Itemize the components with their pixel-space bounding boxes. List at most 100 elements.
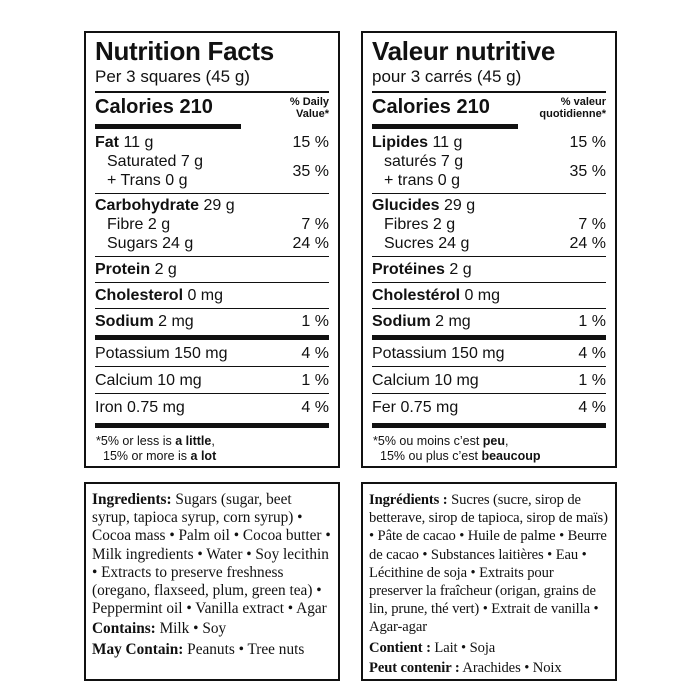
potassium-pct: 4 % [301, 345, 329, 362]
ingredients-label: Ingrédients : [369, 492, 448, 508]
daily-value-header: % valeur quotidienne* [539, 96, 606, 120]
may-contain-text: Arachides • Noix [459, 659, 562, 676]
sodium-block: Sodium 2 mg 1 % [372, 308, 606, 335]
iron-pct: 4 % [578, 399, 606, 416]
may-contain-line: May Contain: Peanuts • Tree nuts [92, 641, 332, 659]
iron-text: Fer 0.75 mg [372, 399, 459, 416]
potassium-text: Potassium 150 mg [372, 345, 505, 362]
protein-label: Protein [95, 261, 151, 278]
contains-line: Contains: Milk • Soy [92, 620, 332, 638]
sugars-row: Sucres 24 g 24 % [372, 234, 606, 253]
sodium-label: Sodium [372, 313, 431, 330]
ingredients-panel-en: Ingredients: Sugars (sugar, beet syrup, … [84, 482, 340, 681]
calories: Calories 210 [372, 96, 490, 118]
divider [95, 91, 329, 93]
protein-block: Protein 2 g [95, 256, 329, 282]
calories-bar [95, 124, 241, 129]
calcium-pct: 1 % [301, 372, 329, 389]
dv-header-line1: % valeur [560, 96, 606, 108]
carb-row: Glucides 29 g [372, 196, 606, 215]
calcium-row: Calcium 10 mg 1 % [372, 371, 606, 390]
sodium-label: Sodium [95, 313, 154, 330]
sugars-pct: 24 % [569, 235, 606, 252]
calories-bar [372, 124, 518, 129]
cholesterol-block: Cholestérol 0 mg [372, 282, 606, 308]
iron-pct: 4 % [301, 399, 329, 416]
ingredients-text: Sugars (sugar, beet syrup, tapioca syrup… [92, 491, 331, 618]
footnote-a: *5% or less is [96, 434, 176, 448]
fibre-row: Fibres 2 g 7 % [372, 215, 606, 234]
fibre-pct: 7 % [301, 216, 329, 233]
footnote-a-bold: a little [175, 434, 212, 448]
footnote-b-bold: beaucoup [481, 449, 541, 463]
fat-block: Fat 11 g 15 % Saturated 7 g 35 % + Trans 0… [95, 131, 329, 193]
sodium-row: Sodium 2 mg 1 % [95, 312, 329, 331]
dv-header-line2: Value* [295, 108, 329, 120]
calcium-text: Calcium 10 mg [372, 372, 479, 389]
potassium-row: Potassium 150 mg 4 % [372, 344, 606, 363]
carb-amount: 29 g [199, 197, 235, 214]
fat-block: Lipides 11 g 15 % saturés 7 g 35 % + trans… [372, 131, 606, 193]
carb-amount: 29 g [439, 197, 476, 214]
serving-size: pour 3 carrés (45 g) [372, 67, 522, 86]
potassium-pct: 4 % [578, 345, 606, 362]
may-contain-label: May Contain: [92, 640, 184, 658]
ingredients-panel-fr: Ingrédients : Sucres (sucre, sirop de be… [361, 482, 617, 681]
nf-title: Nutrition Facts [95, 36, 274, 66]
cholesterol-amount: 0 mg [183, 287, 224, 304]
calories-row: Calories 210 % Daily Value* [95, 93, 329, 129]
footnote-a: *5% ou moins c’est [373, 434, 483, 448]
cholesterol-row: Cholestérol 0 mg [372, 286, 606, 305]
ingredients-list: Ingredients: Sugars (sugar, beet syrup, … [92, 491, 332, 618]
fat-amount: 11 g [428, 134, 463, 151]
protein-amount: 2 g [150, 261, 177, 278]
protein-amount: 2 g [444, 261, 472, 278]
cholesterol-row: Cholesterol 0 mg [95, 286, 329, 305]
fibre-row: Fibre 2 g 7 % [95, 215, 329, 234]
daily-value-header: % Daily Value* [290, 96, 329, 120]
fat-row: Fat 11 g 15 % [95, 133, 329, 152]
potassium-block: Potassium 150 mg 4 % [95, 340, 329, 366]
trans-row: + Trans 0 g [95, 171, 329, 190]
divider-thick [372, 335, 606, 340]
carb-label: Carbohydrate [95, 197, 200, 214]
fibre-text: Fibres 2 g [384, 216, 456, 233]
sodium-amount: 2 mg [153, 313, 194, 330]
sat-trans-pct: 35 % [292, 163, 329, 180]
fibre-text: Fibre 2 g [107, 216, 171, 233]
sodium-block: Sodium 2 mg 1 % [95, 308, 329, 335]
sugars-row: Sugars 24 g 24 % [95, 234, 329, 253]
footnote-b: 15% or more is [103, 449, 191, 463]
sodium-amount: 2 mg [430, 313, 471, 330]
protein-label: Protéines [372, 261, 445, 278]
potassium-block: Potassium 150 mg 4 % [372, 340, 606, 366]
cholesterol-amount: 0 mg [460, 287, 501, 304]
iron-row: Iron 0.75 mg 4 % [95, 398, 329, 417]
calories-row: Calories 210 % valeur quotidienne* [372, 93, 606, 129]
calcium-text: Calcium 10 mg [95, 372, 202, 389]
calcium-block: Calcium 10 mg 1 % [372, 366, 606, 393]
contains-text: Milk • Soy [155, 620, 227, 638]
may-contain-line: Peut contenir : Arachides • Noix [369, 659, 609, 677]
footnote-comma: , [211, 434, 215, 448]
iron-block: Fer 0.75 mg 4 % [372, 393, 606, 420]
calcium-row: Calcium 10 mg 1 % [95, 371, 329, 390]
divider-thick [95, 335, 329, 340]
iron-text: Iron 0.75 mg [95, 399, 185, 416]
footnote-b: 15% ou plus c’est [380, 449, 482, 463]
contains-line: Contient : Lait • Soja [369, 639, 609, 657]
fat-pct: 15 % [292, 134, 329, 151]
sodium-pct: 1 % [578, 313, 606, 330]
may-contain-label: Peut contenir : [369, 659, 460, 676]
cholesterol-label: Cholestérol [372, 287, 461, 304]
saturated-text: saturés 7 g [384, 153, 464, 170]
calories: Calories 210 [95, 96, 213, 118]
divider [372, 91, 606, 93]
fat-amount: 11 g [119, 134, 154, 151]
ingredients-list: Ingrédients : Sucres (sucre, sirop de be… [369, 491, 609, 637]
sat-trans-pct: 35 % [569, 163, 606, 180]
calcium-block: Calcium 10 mg 1 % [95, 366, 329, 393]
protein-row: Protéines 2 g [372, 260, 606, 279]
calcium-pct: 1 % [578, 372, 606, 389]
trans-text: + trans 0 g [384, 172, 461, 189]
